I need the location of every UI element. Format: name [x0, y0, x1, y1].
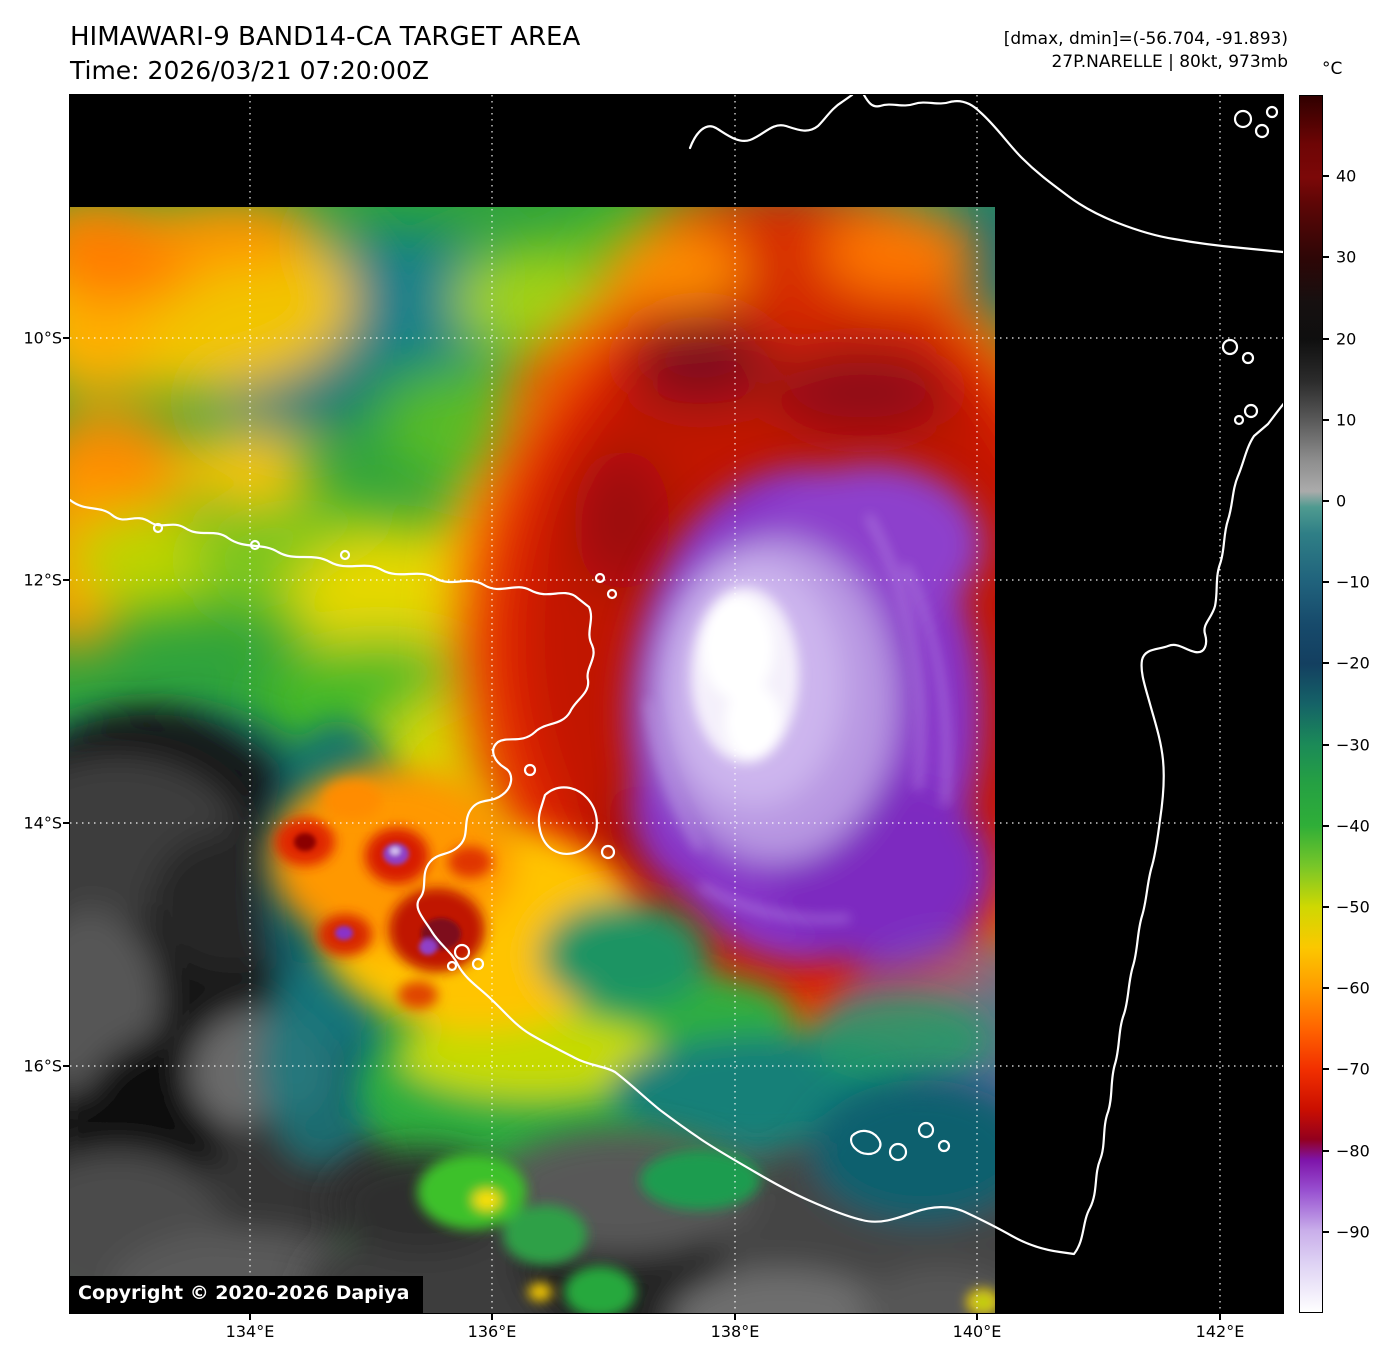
colorbar-tick — [1323, 825, 1329, 827]
lon-tick-label: 142°E — [1195, 1322, 1245, 1341]
lon-axis-tick — [491, 1314, 493, 1320]
colorbar-tick-label: −90 — [1336, 1222, 1370, 1242]
groote-eylandt-island — [537, 786, 598, 855]
lat-tick-label: 10°S — [23, 328, 62, 348]
colorbar-tick-label: −30 — [1336, 735, 1370, 755]
lon-tick-label: 138°E — [710, 1322, 760, 1341]
lat-tick-label: 16°S — [23, 1056, 62, 1076]
lat-axis-tick — [63, 822, 69, 824]
lon-axis-tick — [976, 1314, 978, 1320]
lat-axis-tick — [63, 337, 69, 339]
colorbar-tick — [1323, 744, 1329, 746]
colorbar-tick-label: 40 — [1336, 166, 1357, 186]
lat-axis-tick — [63, 579, 69, 581]
colorbar-tick — [1323, 256, 1329, 258]
lon-axis-tick — [734, 1314, 736, 1320]
convective-cell-cores — [294, 833, 461, 955]
australia-coastline — [70, 402, 1283, 1256]
page-title: HIMAWARI-9 BAND14-CA TARGET AREA — [70, 22, 581, 52]
colorbar-tick — [1323, 419, 1329, 421]
colorbar-tick-label: −60 — [1336, 978, 1370, 998]
coastlines — [70, 95, 1283, 1256]
colorbar-tick — [1323, 662, 1329, 664]
small-islands — [152, 105, 1279, 1162]
satellite-imagery — [70, 95, 1283, 1313]
colorbar-tick-label: 0 — [1336, 491, 1347, 511]
cdo-striations — [644, 513, 951, 923]
cyclone-overshooting-tops — [691, 587, 799, 763]
colorbar-tick — [1323, 987, 1329, 989]
new-guinea-coastline-east — [862, 95, 1283, 254]
colorbar-tick — [1323, 906, 1329, 908]
colorbar-tick — [1323, 1150, 1329, 1152]
temperature-colorbar — [1299, 95, 1323, 1313]
colorbar-tick — [1323, 175, 1329, 177]
colorbar-tick — [1323, 1231, 1329, 1233]
lon-tick-label: 134°E — [225, 1322, 275, 1341]
colorbar-tick — [1323, 581, 1329, 583]
time-label: Time: 2026/03/21 07:20:00Z — [70, 56, 429, 85]
lat-axis-tick — [63, 1065, 69, 1067]
colorbar-unit-label: °C — [1322, 59, 1343, 79]
colorbar-tick-label: −10 — [1336, 572, 1370, 592]
lon-tick-label: 140°E — [952, 1322, 1002, 1341]
colorbar-tick-label: 30 — [1336, 247, 1357, 267]
colorbar-tick — [1323, 500, 1329, 502]
lat-tick-label: 12°S — [23, 570, 62, 590]
lat-tick-label: 14°S — [23, 813, 62, 833]
colorbar-tick-label: −20 — [1336, 653, 1370, 673]
colorbar-tick-label: −80 — [1336, 1141, 1370, 1161]
satellite-map: Copyright © 2020-2026 Dapiya — [69, 94, 1284, 1314]
header-meta: [dmax, dmin]=(-56.704, -91.893) 27P.NARE… — [1004, 28, 1288, 74]
copyright-label: Copyright © 2020-2026 Dapiya — [70, 1276, 424, 1313]
dmax-dmin-label: [dmax, dmin]=(-56.704, -91.893) — [1003, 29, 1288, 49]
scattered-cells-south — [417, 1150, 995, 1313]
new-guinea-coastline — [688, 95, 854, 150]
storm-info-label: 27P.NARELLE | 80kt, 973mb — [1051, 52, 1288, 72]
lon-tick-label: 136°E — [467, 1322, 517, 1341]
colorbar-tick-label: 20 — [1336, 329, 1357, 349]
colorbar-tick-label: −50 — [1336, 897, 1370, 917]
lon-axis-tick — [249, 1314, 251, 1320]
colorbar-tick — [1323, 338, 1329, 340]
ir-data-swath — [70, 207, 995, 1313]
colorbar-tick-label: −70 — [1336, 1059, 1370, 1079]
lon-axis-tick — [1219, 1314, 1221, 1320]
colorbar-tick-label: 10 — [1336, 410, 1357, 430]
colorbar-tick-label: −40 — [1336, 816, 1370, 836]
graticule-gridlines — [70, 95, 1283, 1313]
colorbar-tick — [1323, 1068, 1329, 1070]
